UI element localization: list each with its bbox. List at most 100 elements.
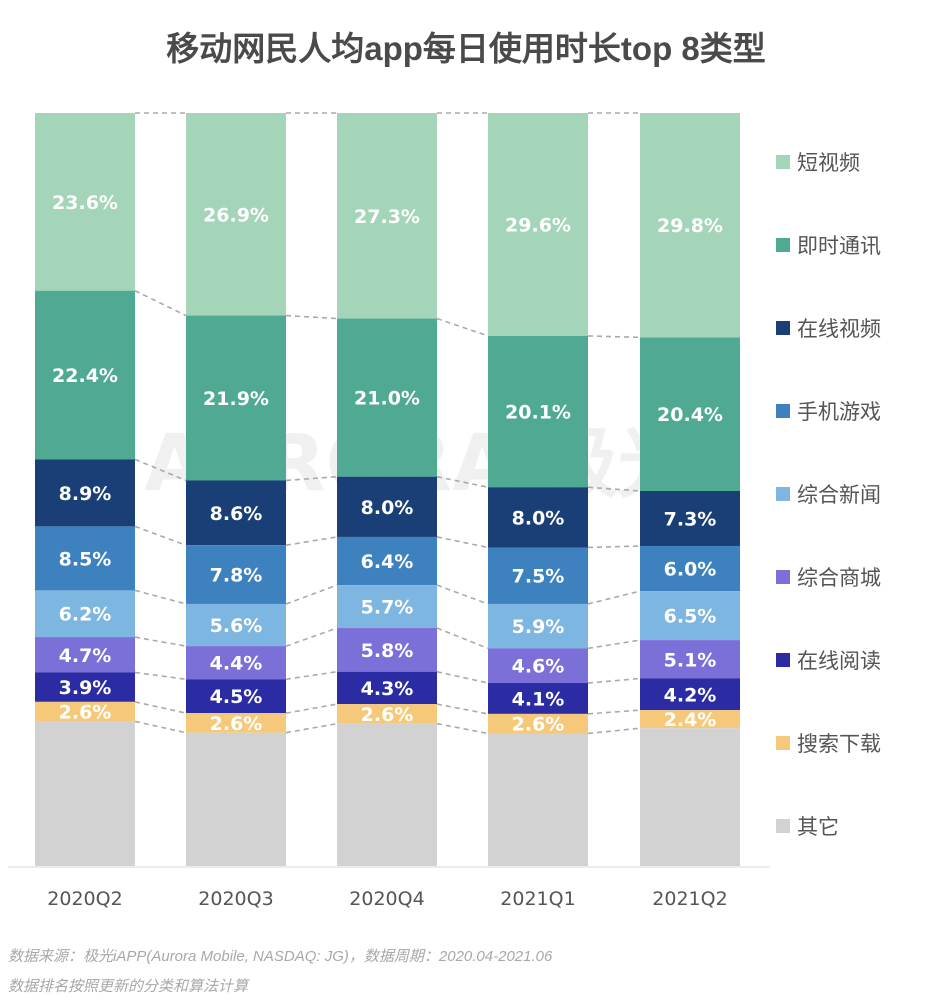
bar-segment <box>640 678 740 711</box>
bar-segment <box>337 536 437 586</box>
bar-segment <box>337 704 437 724</box>
connector-line <box>587 335 641 339</box>
data-label: 4.4% <box>210 653 263 675</box>
bar-segment <box>337 585 437 629</box>
bar-segment <box>640 113 740 338</box>
connector-line <box>134 636 187 647</box>
data-label: 8.9% <box>59 483 112 505</box>
data-label: 5.9% <box>512 616 565 638</box>
x-tick-label: 2021Q2 <box>652 888 727 910</box>
data-label: 8.5% <box>59 548 112 570</box>
data-label: 6.5% <box>664 606 717 628</box>
data-label: 29.8% <box>657 215 723 237</box>
connector-line <box>285 670 338 681</box>
connector-line <box>285 627 338 647</box>
data-label: 4.2% <box>664 684 717 706</box>
legend-label: 综合新闻 <box>797 483 881 507</box>
legend-label: 在线视频 <box>797 317 881 341</box>
data-label: 8.0% <box>361 497 414 519</box>
data-label: 22.4% <box>52 365 118 387</box>
connector-lines <box>134 112 641 735</box>
bar-segment <box>35 637 135 673</box>
data-label: 2.6% <box>59 702 112 724</box>
bar-segment <box>186 113 286 316</box>
data-label: 21.9% <box>203 388 269 410</box>
data-label: 4.1% <box>512 688 565 710</box>
legend-swatch <box>776 736 790 750</box>
data-label: 5.1% <box>664 649 717 671</box>
x-tick-label: 2020Q3 <box>198 888 273 910</box>
data-label: 6.2% <box>59 604 112 626</box>
connector-line <box>134 720 187 734</box>
legend-label: 综合商城 <box>797 566 881 590</box>
data-label: 7.5% <box>512 566 565 588</box>
data-label: 2.6% <box>512 714 565 736</box>
legend-swatch <box>776 155 790 169</box>
connector-line <box>134 701 187 714</box>
data-label: 5.7% <box>361 597 414 619</box>
footnote-source: 数据来源：极光iAPP(Aurora Mobile, NASDAQ: JG)，数… <box>8 948 553 965</box>
connector-line <box>285 584 338 605</box>
bar-segment <box>35 459 135 527</box>
bar-segment <box>337 671 437 705</box>
data-label: 23.6% <box>52 192 118 214</box>
connector-line <box>587 545 641 549</box>
data-label: 2.6% <box>361 704 414 726</box>
connector-line <box>134 458 187 482</box>
bar-segment <box>488 335 588 488</box>
bar-segment <box>186 603 286 647</box>
connector-line <box>285 536 338 547</box>
bar-segment <box>35 590 135 638</box>
connector-line <box>285 314 338 320</box>
connector-line <box>587 590 641 605</box>
legend-label: 在线阅读 <box>797 649 881 673</box>
bar-segment <box>337 723 437 866</box>
bar-segment <box>488 603 588 649</box>
data-label: 4.3% <box>361 678 414 700</box>
legend-label: 其它 <box>797 815 839 839</box>
data-label: 20.4% <box>657 404 723 426</box>
data-label: 4.7% <box>59 645 112 667</box>
connector-line <box>436 536 489 549</box>
bar-segment <box>488 547 588 604</box>
bar-segment <box>35 113 135 291</box>
data-label: 3.9% <box>59 677 112 699</box>
legend-swatch <box>776 238 790 252</box>
legend-label: 搜索下载 <box>797 732 881 756</box>
x-axis-ticks: 2020Q2 2020Q3 2020Q4 2021Q1 2021Q2 <box>47 888 727 910</box>
bars <box>35 113 740 866</box>
bar-segment <box>488 733 588 866</box>
connector-line <box>436 584 489 605</box>
legend-label: 即时通讯 <box>797 234 881 258</box>
bar-segment <box>337 476 437 537</box>
data-label: 8.0% <box>512 507 565 529</box>
data-label: 2.6% <box>210 713 263 735</box>
bar-segment <box>186 679 286 714</box>
bar-segment <box>186 315 286 481</box>
data-label: 6.0% <box>664 559 717 581</box>
legend-swatch <box>776 819 790 833</box>
legend-swatch <box>776 653 790 667</box>
data-label: 29.6% <box>505 214 571 236</box>
connector-line <box>134 589 187 605</box>
bar-segment <box>640 728 740 866</box>
bar-segment <box>337 113 437 319</box>
x-tick-label: 2021Q1 <box>500 888 575 910</box>
data-label: 27.3% <box>354 206 420 228</box>
bar-segment <box>186 646 286 680</box>
x-tick-label: 2020Q2 <box>47 888 122 910</box>
bar-segment <box>488 713 588 734</box>
bar-segment <box>640 337 740 492</box>
footnote: 数据来源：极光iAPP(Aurora Mobile, NASDAQ: JG)，数… <box>8 942 552 1002</box>
bar-segment <box>186 713 286 733</box>
bar-segment <box>640 710 740 729</box>
legend-swatch <box>776 321 790 335</box>
connector-line <box>134 289 187 317</box>
bar-segment <box>640 591 740 641</box>
connector-line <box>436 627 489 650</box>
bar-segment <box>35 290 135 460</box>
connector-line <box>436 722 489 735</box>
bar-segment <box>640 640 740 679</box>
data-labels: 23.6% 22.4% 8.9% 8.5% 6.2% 4.7% 3.9% 2.6% 26.9% 2… <box>52 192 723 736</box>
